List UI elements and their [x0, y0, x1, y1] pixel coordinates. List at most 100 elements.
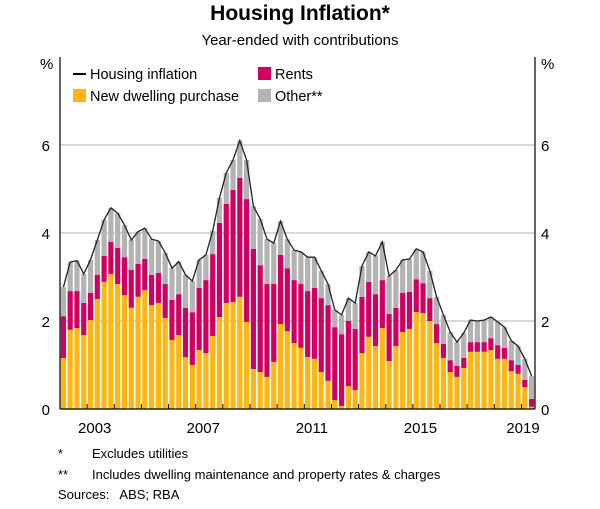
bar-new-dwelling [291, 343, 297, 409]
y-tick-label-left: 2 [42, 314, 50, 331]
bar-new-dwelling [481, 351, 487, 409]
bar-other [257, 218, 263, 266]
bar-new-dwelling [284, 331, 290, 409]
bar-new-dwelling [386, 361, 392, 409]
bar-other [386, 276, 392, 314]
bar-rents [101, 255, 107, 282]
chart-subtitle: Year-ended with contributions [201, 32, 399, 49]
bar-other [400, 259, 406, 293]
bar-other [420, 251, 426, 284]
bar-rents [325, 305, 331, 381]
bar-rents [366, 281, 372, 337]
bar-new-dwelling [60, 357, 66, 409]
bar-rents [169, 299, 175, 340]
bar-rents [474, 342, 480, 352]
bar-rents [257, 265, 263, 373]
bar-rents [149, 274, 155, 306]
bar-other [325, 284, 331, 306]
bar-rents [305, 291, 311, 358]
bar-new-dwelling [169, 339, 175, 409]
bar-other [149, 239, 155, 275]
bar-other [454, 342, 460, 366]
bar-rents [386, 313, 392, 362]
bar-other [332, 310, 338, 328]
bar-other [501, 327, 508, 348]
x-tick-label: 2003 [78, 420, 111, 437]
bar-other [467, 320, 474, 343]
bar-new-dwelling [257, 372, 263, 409]
bar-new-dwelling [162, 317, 168, 409]
bar-new-dwelling [332, 400, 338, 409]
bar-other [94, 240, 100, 275]
bar-new-dwelling [250, 368, 256, 409]
bar-new-dwelling [488, 350, 494, 409]
footnote-text: Includes dwelling maintenance and proper… [92, 467, 441, 482]
legend-label: Other** [275, 89, 323, 105]
y-tick-label-left: 6 [42, 138, 50, 155]
bar-other [277, 221, 284, 255]
bar-other [305, 257, 311, 292]
bar-other [196, 259, 202, 288]
bar-new-dwelling [210, 335, 216, 409]
bar-new-dwelling [189, 365, 195, 409]
bar-new-dwelling [495, 358, 501, 409]
bar-rents [488, 338, 494, 351]
legend-swatch-other [258, 89, 271, 102]
bar-other [379, 241, 385, 281]
bar-new-dwelling [271, 361, 277, 409]
bar-other [495, 321, 501, 346]
footnote-text: Excludes utilities [92, 446, 189, 461]
bar-new-dwelling [366, 336, 372, 409]
bar-other [291, 250, 297, 281]
chart-title: Housing Inflation* [210, 2, 390, 25]
bar-other [515, 346, 521, 365]
bar-rents [277, 255, 284, 325]
bar-other [427, 270, 433, 299]
bar-other [345, 298, 351, 321]
bar-other [162, 252, 168, 285]
x-tick-label: 2019 [506, 420, 539, 437]
bar-rents [182, 307, 189, 358]
bar-new-dwelling [359, 353, 365, 409]
bar-new-dwelling [454, 376, 460, 409]
bar-rents [332, 327, 338, 401]
bar-new-dwelling [81, 335, 87, 409]
bar-other [488, 317, 494, 339]
bar-other [74, 260, 80, 292]
bar-other [461, 332, 467, 358]
legend-swatch-rents [258, 67, 271, 80]
bar-rents [298, 284, 304, 348]
bar-new-dwelling [447, 372, 453, 409]
bar-other [87, 259, 94, 293]
bar-new-dwelling [277, 324, 284, 409]
bar-new-dwelling [230, 302, 236, 409]
sources: Sources: ABS; RBA [58, 487, 180, 502]
y-axis-label-right: % [541, 56, 554, 73]
bar-new-dwelling [237, 296, 243, 409]
bar-new-dwelling [501, 358, 508, 409]
bar-new-dwelling [264, 376, 270, 409]
bar-other [481, 320, 487, 343]
bar-new-dwelling [461, 368, 467, 409]
bar-new-dwelling [413, 312, 419, 409]
bar-rents [291, 280, 297, 343]
bar-new-dwelling [74, 328, 80, 409]
y-tick-label-right: 2 [541, 314, 549, 331]
bar-other [108, 207, 114, 242]
bar-other [271, 243, 277, 285]
bar-rents [515, 365, 521, 374]
bar-other [447, 332, 453, 361]
bar-other [135, 231, 141, 264]
bar-rents [74, 291, 80, 329]
bar-other [359, 266, 365, 297]
bar-other [434, 296, 440, 325]
bar-new-dwelling [379, 328, 385, 409]
bar-rents [406, 291, 413, 329]
bar-rents [413, 279, 419, 313]
bar-new-dwelling [467, 351, 474, 409]
bar-rents [135, 263, 141, 297]
bar-rents [94, 274, 100, 299]
bar-rents [427, 298, 433, 321]
bar-new-dwelling [311, 358, 318, 409]
bar-new-dwelling [474, 351, 480, 409]
